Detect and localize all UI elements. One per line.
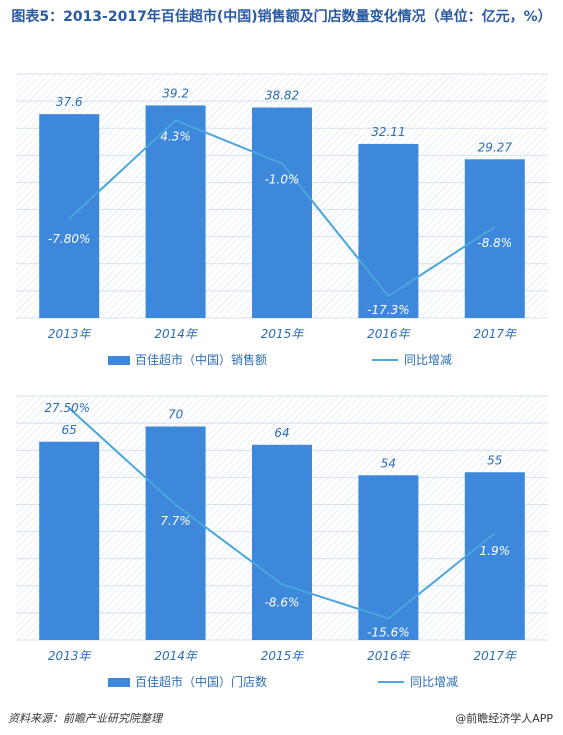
bar-1 (145, 426, 206, 640)
bar-value-label-0: 65 (62, 423, 77, 437)
bar-0 (39, 114, 100, 318)
bar-value-label-3: 54 (381, 456, 396, 470)
sales-chart: 37.6 39.2 38.82 32.11 29.27 -7.80% 4.3% -1.0% -1… (16, 73, 548, 367)
bar-value-label-1: 70 (168, 408, 184, 422)
bar-value-label-2: 64 (274, 426, 289, 440)
bar-1 (145, 105, 206, 319)
bar-value-label-0: 37.6 (56, 95, 83, 109)
brand-label: @前瞻经济学人APP (455, 712, 553, 725)
source-note: 资料来源：前瞻产业研究院整理 (8, 712, 162, 725)
x-tick-label-2: 2015年 (261, 327, 306, 341)
legend-bar-label: 百佳超市（中国）销售额 (135, 352, 267, 367)
line-value-label-3: -17.3% (367, 303, 409, 317)
growth-line (68, 119, 496, 298)
x-tick-label-4: 2017年 (474, 327, 519, 341)
line-value-label-1: 4.3% (160, 129, 191, 143)
bar-4 (464, 159, 525, 318)
bar-value-label-3: 32.11 (371, 125, 405, 139)
legend: 百佳超市（中国）门店数 同比增减 (108, 674, 458, 689)
bar-value-label-1: 39.2 (162, 86, 189, 100)
x-tick-label-2: 2015年 (261, 649, 306, 663)
x-tick-label-1: 2014年 (154, 649, 199, 663)
line-value-label-0: 27.50% (44, 401, 90, 415)
stores-chart: 65 70 64 54 55 27.50% 7.7% -8.6% -15.6% 1.9% 2013年… (16, 395, 548, 689)
growth-line (68, 407, 496, 620)
bar-3 (358, 475, 419, 640)
bar-value-label-2: 38.82 (265, 89, 299, 103)
bar-2 (252, 444, 312, 640)
x-tick-label-4: 2017年 (474, 649, 519, 663)
legend-bar-label: 百佳超市（中国）门店数 (135, 674, 267, 689)
line-value-label-0: -7.80% (48, 232, 90, 246)
x-tick-label-0: 2013年 (48, 649, 93, 663)
line-value-label-3: -15.6% (367, 626, 409, 640)
bar-4 (464, 472, 525, 640)
line-value-label-1: 7.7% (160, 514, 191, 528)
line-value-label-2: -8.6% (265, 595, 300, 609)
legend-line-label: 同比增减 (404, 353, 452, 367)
bar-value-label-4: 55 (487, 453, 502, 467)
legend: 百佳超市（中国）销售额 同比增减 (108, 352, 452, 367)
line-value-label-4: -8.8% (477, 236, 512, 250)
legend-bar-swatch (108, 356, 130, 365)
bar-3 (358, 143, 419, 318)
line-value-label-4: 1.9% (480, 544, 511, 558)
bar-value-label-4: 29.27 (478, 140, 513, 154)
bar-2 (252, 107, 312, 318)
x-tick-label-3: 2016年 (367, 327, 412, 341)
x-tick-label-0: 2013年 (48, 327, 93, 341)
x-tick-label-3: 2016年 (367, 649, 412, 663)
legend-line-label: 同比增减 (410, 675, 458, 689)
bar-0 (39, 441, 100, 640)
legend-bar-swatch (108, 678, 130, 687)
x-tick-label-1: 2014年 (154, 327, 199, 341)
line-value-label-2: -1.0% (265, 172, 300, 186)
chart-title: 图表5：2013-2017年百佳超市(中国)销售额及门店数量变化情况（单位：亿元… (11, 9, 552, 25)
